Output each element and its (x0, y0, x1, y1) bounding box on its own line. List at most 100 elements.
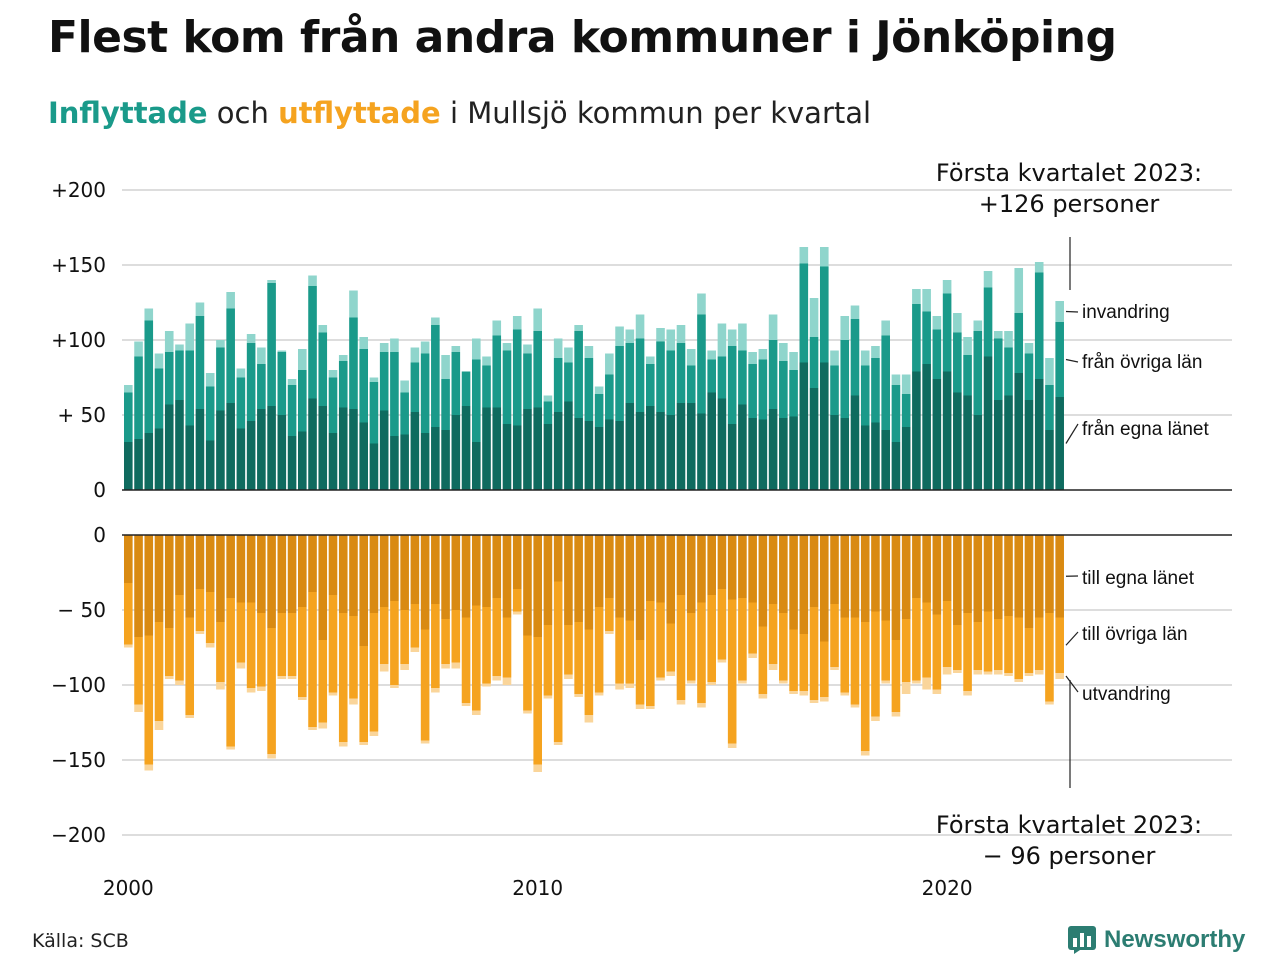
bar-out-ovriga-lan (871, 611, 880, 717)
bar-out-egna-lanet (543, 535, 553, 625)
bar-out-utvandring (758, 694, 768, 699)
bar-out-egna-lanet (134, 535, 143, 637)
bar-out-ovriga-lan (727, 599, 737, 744)
bar-out-egna-lanet (881, 535, 890, 621)
bar-out-ovriga-lan (492, 598, 502, 676)
bar-in-ovriga-lan (707, 359, 716, 393)
bar-in-egna-lanet (686, 403, 696, 490)
bar-out-egna-lanet (789, 535, 798, 630)
bar-out-utvandring (236, 662, 246, 669)
bar-in-invandring (850, 305, 860, 319)
bar-in-ovriga-lan (267, 283, 276, 406)
bar-in-ovriga-lan (502, 350, 512, 424)
bar-out-utvandring (830, 667, 839, 670)
bar-out-egna-lanet (891, 535, 901, 640)
bar-in-egna-lanet (932, 379, 942, 490)
bar-chart-logo-icon (1068, 926, 1096, 954)
bar-out-egna-lanet (717, 535, 727, 589)
series-leader-line (1065, 358, 1079, 363)
bar-in-ovriga-lan (328, 377, 338, 433)
bar-in-ovriga-lan (400, 392, 409, 435)
bar-in-invandring (308, 275, 317, 286)
bar-out-utvandring (420, 740, 430, 744)
bar-out-utvandring (942, 667, 952, 675)
bar-out-egna-lanet (533, 535, 542, 637)
bar-in-ovriga-lan (533, 331, 542, 408)
bar-in-egna-lanet (819, 362, 829, 490)
bar-out-ovriga-lan (369, 613, 379, 732)
bar-in-invandring (277, 350, 287, 352)
bar-in-egna-lanet (1004, 395, 1013, 490)
bar-out-ovriga-lan (154, 622, 164, 721)
bar-in-invandring (185, 323, 195, 351)
bar-out-utvandring (789, 691, 798, 694)
bar-out-ovriga-lan (1004, 616, 1013, 673)
bar-out-egna-lanet (461, 535, 471, 618)
bar-out-ovriga-lan (277, 613, 287, 676)
bar-in-ovriga-lan (482, 365, 491, 408)
bar-in-invandring (205, 373, 215, 387)
bar-in-invandring (748, 352, 757, 364)
bar-out-utvandring (359, 742, 368, 745)
bar-in-ovriga-lan (287, 385, 297, 436)
bar-in-egna-lanet (1024, 400, 1034, 490)
bar-out-ovriga-lan (942, 601, 952, 667)
bar-out-ovriga-lan (625, 620, 635, 684)
bar-out-egna-lanet (615, 535, 624, 618)
bar-in-egna-lanet (267, 406, 276, 490)
bar-out-egna-lanet (686, 535, 696, 613)
bar-out-utvandring (850, 704, 860, 708)
bar-out-utvandring (656, 677, 665, 681)
bar-in-invandring (809, 298, 819, 337)
bar-out-ovriga-lan (768, 604, 778, 664)
bar-out-utvandring (574, 694, 583, 697)
bar-in-egna-lanet (431, 427, 440, 490)
bar-in-ovriga-lan (594, 394, 604, 427)
bar-out-egna-lanet (625, 535, 635, 621)
bar-in-egna-lanet (308, 398, 317, 490)
bar-in-ovriga-lan (860, 365, 870, 426)
bar-in-invandring (154, 353, 164, 369)
bar-in-invandring (738, 323, 747, 351)
bar-out-ovriga-lan (574, 622, 583, 694)
bar-out-utvandring (267, 754, 276, 759)
bar-in-invandring (819, 247, 829, 267)
bar-out-utvandring (164, 676, 174, 679)
bar-out-ovriga-lan (779, 613, 788, 681)
bar-in-invandring (298, 349, 307, 370)
bar-out-utvandring (379, 664, 389, 672)
bar-out-egna-lanet (216, 535, 225, 622)
bar-out-utvandring (1045, 701, 1054, 705)
bar-in-ovriga-lan (768, 340, 778, 409)
bar-out-ovriga-lan (267, 628, 276, 754)
bar-out-utvandring (686, 680, 696, 684)
bar-out-ovriga-lan (789, 629, 798, 691)
bar-in-ovriga-lan (799, 263, 809, 363)
bar-out-egna-lanet (840, 535, 850, 618)
bar-out-egna-lanet (451, 535, 461, 610)
bar-out-ovriga-lan (379, 607, 389, 664)
bar-in-ovriga-lan (564, 362, 573, 402)
bar-out-ovriga-lan (819, 641, 829, 697)
bar-in-ovriga-lan (645, 364, 655, 406)
bar-in-egna-lanet (185, 425, 195, 490)
bar-out-egna-lanet (850, 535, 860, 618)
bar-out-utvandring (369, 731, 379, 736)
bar-in-invandring (973, 320, 983, 331)
bar-in-invandring (236, 368, 246, 378)
bar-out-utvandring (594, 692, 604, 696)
bar-in-ovriga-lan (298, 370, 307, 432)
bar-out-egna-lanet (338, 535, 348, 613)
bar-in-invandring (953, 313, 962, 333)
bar-out-ovriga-lan (134, 637, 143, 705)
bar-out-utvandring (707, 682, 716, 685)
bar-out-utvandring (461, 703, 471, 706)
bar-out-utvandring (216, 682, 225, 690)
bar-out-ovriga-lan (216, 622, 225, 682)
bar-in-invandring (574, 325, 583, 331)
bar-out-utvandring (901, 682, 911, 694)
subtitle-connector: och (216, 96, 269, 130)
bar-in-egna-lanet (338, 407, 348, 490)
bar-out-egna-lanet (574, 535, 583, 622)
bar-out-ovriga-lan (226, 598, 235, 747)
